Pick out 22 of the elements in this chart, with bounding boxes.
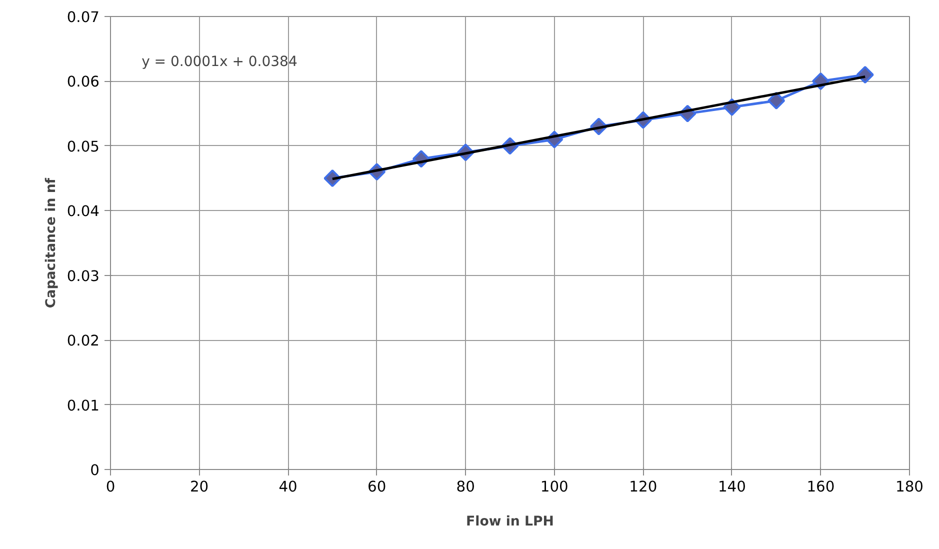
x-tick-label: 40 — [278, 478, 298, 496]
x-tick-label: 160 — [806, 478, 835, 496]
y-tick-label: 0.02 — [66, 332, 100, 350]
y-tick-label: 0.01 — [66, 397, 100, 414]
y-axis-title: Capacitance in nf — [44, 178, 59, 308]
y-tick-label: 0.07 — [66, 9, 100, 26]
x-tick-label: 20 — [190, 478, 209, 496]
x-axis-title: Flow in LPH — [466, 514, 554, 530]
point — [768, 92, 786, 110]
y-tick-label: 0 — [90, 462, 100, 479]
y-tick-label: 0.04 — [66, 203, 100, 220]
x-tick-label: 100 — [540, 478, 568, 496]
annotation: y = 0.0001x + 0.0384 — [142, 54, 298, 70]
x-tick-label: 60 — [368, 478, 386, 496]
x-tick-label: 120 — [629, 478, 658, 496]
y-tick-label: 0.05 — [66, 138, 100, 156]
x-tick-label: 140 — [718, 478, 746, 496]
y-tick-label: 0.06 — [66, 74, 100, 91]
y-tick-label: 0.03 — [66, 268, 100, 285]
x-tick-label: 80 — [456, 478, 475, 496]
x-tick-label: 0 — [106, 478, 116, 496]
x-tick-label: 180 — [896, 478, 924, 496]
